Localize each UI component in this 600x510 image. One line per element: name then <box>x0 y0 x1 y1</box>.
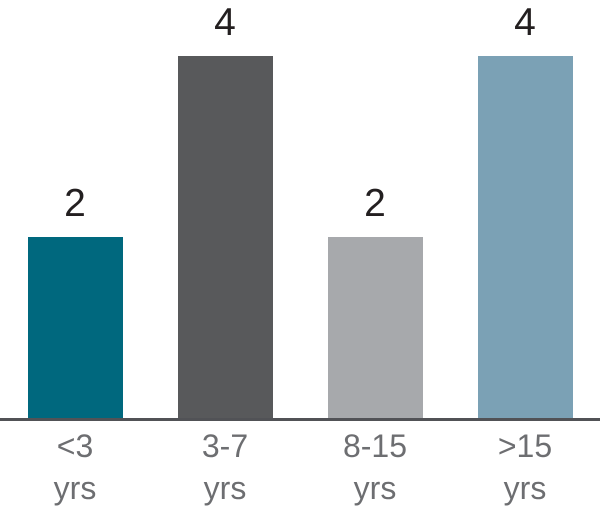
category-label-line: yrs <box>203 470 247 506</box>
value-label: 2 <box>364 182 386 225</box>
value-label: 2 <box>64 182 86 225</box>
bar-column: 2 <box>0 3 150 418</box>
bars-container: 2 4 2 4 <box>0 3 600 418</box>
bar <box>477 56 573 418</box>
category-label-line: yrs <box>353 470 397 506</box>
category-label-line: >15 <box>497 428 553 464</box>
plot-area: 2 4 2 4 <box>0 3 600 421</box>
value-label: 4 <box>514 1 536 44</box>
category-label-line: yrs <box>53 470 97 506</box>
category-label: <3 yrs <box>0 425 150 509</box>
category-label-line: 8-15 <box>342 428 408 464</box>
category-label: 3-7 yrs <box>150 425 300 509</box>
bar <box>177 56 273 418</box>
bar-column: 4 <box>150 3 300 418</box>
x-axis-labels: <3 yrs 3-7 yrs 8-15 yrs >15 yrs <box>0 421 600 509</box>
bar <box>327 237 423 418</box>
category-label-line: 3-7 <box>201 428 249 464</box>
x-axis-line <box>0 418 600 421</box>
bar <box>27 237 123 418</box>
category-label: >15 yrs <box>450 425 600 509</box>
value-label: 4 <box>214 1 236 44</box>
bar-column: 4 <box>450 3 600 418</box>
category-label: 8-15 yrs <box>300 425 450 509</box>
category-label-line: yrs <box>503 470 547 506</box>
bar-column: 2 <box>300 3 450 418</box>
category-label-line: <3 <box>56 428 94 464</box>
